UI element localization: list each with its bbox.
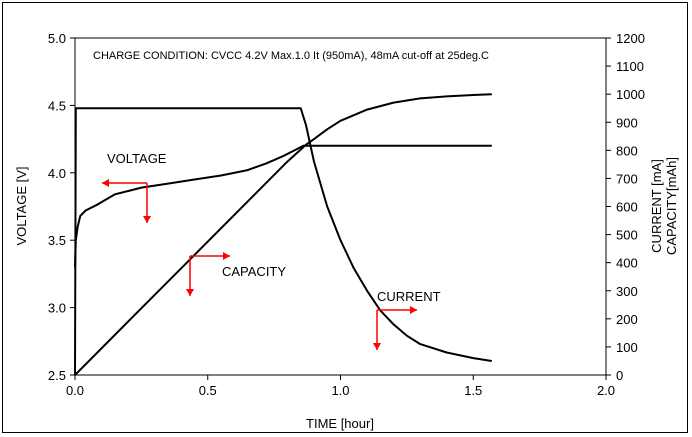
plot-area-border (74, 37, 607, 376)
annotation-capacity-label: CAPACITY (222, 264, 286, 279)
series-voltage-line (74, 144, 492, 268)
annotation-voltage-label: VOLTAGE (107, 151, 167, 166)
annotation-current-arrowhead-horizontal (410, 306, 417, 314)
y-right-tick-label: 1100 (616, 59, 644, 74)
y-right-tick-label: 1200 (616, 31, 645, 46)
y-left-tick-label: 4.0 (48, 166, 66, 181)
y-right-tick-label: 0 (616, 368, 623, 383)
series-current-line (74, 107, 492, 376)
series-lines (74, 93, 492, 376)
y-right-axis-title-current: CURRENT [mA] (649, 159, 664, 253)
y-left-tick-label: 2.5 (48, 368, 66, 383)
y-right-tick-label: 800 (616, 143, 638, 158)
x-tick-label: 0.0 (66, 383, 84, 398)
y-right-axis-title-capacity: CAPACITY[mAh] (664, 157, 679, 255)
x-tick-label: 1.5 (464, 383, 482, 398)
annotation-current-label: CURRENT (377, 289, 441, 304)
y-left-tick-label: 3.5 (48, 233, 66, 248)
annotation-capacity-arrowhead-vertical (186, 289, 194, 296)
y-right-tick-label: 100 (616, 340, 638, 355)
chart-frame (2, 2, 688, 433)
y-right-tick-label: 600 (616, 200, 638, 215)
annotation-capacity-arrowhead-horizontal (223, 252, 230, 260)
annotation-current-arrowhead-vertical (373, 343, 381, 350)
annotations: VOLTAGE CAPACITY CURRENT (102, 151, 441, 350)
y-right-tick-label: 500 (616, 228, 638, 243)
series-capacity-line (74, 93, 492, 376)
y-left-axis-title: VOLTAGE [V] (14, 167, 29, 246)
axes: 0.0 0.5 1.0 1.5 2.0 2.5 3.0 3.5 4.0 4.5 5.0 0 100 200… (48, 31, 645, 398)
x-tick-label: 1.0 (331, 383, 349, 398)
y-left-tick-label: 5.0 (48, 31, 66, 46)
y-right-tick-label: 400 (616, 256, 638, 271)
annotation-voltage-arrowhead-vertical (143, 216, 151, 223)
y-left-tick-label: 3.0 (48, 301, 66, 316)
y-right-tick-label: 200 (616, 312, 638, 327)
y-left-tick-label: 4.5 (48, 98, 66, 113)
chart-text: CHARGE CONDITION: CVCC 4.2V Max.1.0 It (… (14, 50, 679, 431)
x-axis-title: TIME [hour] (306, 416, 374, 431)
x-tick-label: 2.0 (597, 383, 615, 398)
y-right-tick-label: 300 (616, 284, 638, 299)
y-right-tick-label: 900 (616, 115, 638, 130)
annotation-voltage-arrowhead-horizontal (102, 179, 109, 187)
y-right-tick-label: 1000 (616, 87, 645, 102)
y-right-tick-label: 700 (616, 171, 638, 186)
x-tick-label: 0.5 (199, 383, 217, 398)
charge-condition-note: CHARGE CONDITION: CVCC 4.2V Max.1.0 It (… (93, 50, 489, 62)
